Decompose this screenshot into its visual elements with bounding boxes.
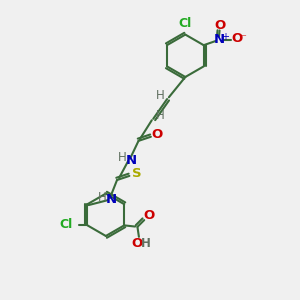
Text: O: O bbox=[131, 237, 142, 250]
Text: Cl: Cl bbox=[59, 218, 73, 231]
Text: H: H bbox=[140, 237, 150, 250]
Text: +: + bbox=[221, 32, 230, 42]
Text: N: N bbox=[126, 154, 137, 167]
Text: H: H bbox=[118, 152, 127, 164]
Text: O: O bbox=[143, 209, 154, 222]
Text: H: H bbox=[156, 89, 165, 102]
Text: S: S bbox=[132, 167, 141, 180]
Text: N: N bbox=[213, 33, 225, 46]
Text: Cl: Cl bbox=[178, 17, 191, 30]
Text: O: O bbox=[231, 32, 242, 45]
Text: H: H bbox=[98, 190, 107, 204]
Text: H: H bbox=[156, 109, 164, 122]
Text: ⁻: ⁻ bbox=[240, 33, 246, 43]
Text: O: O bbox=[152, 128, 163, 141]
Text: N: N bbox=[106, 193, 117, 206]
Text: O: O bbox=[214, 19, 225, 32]
